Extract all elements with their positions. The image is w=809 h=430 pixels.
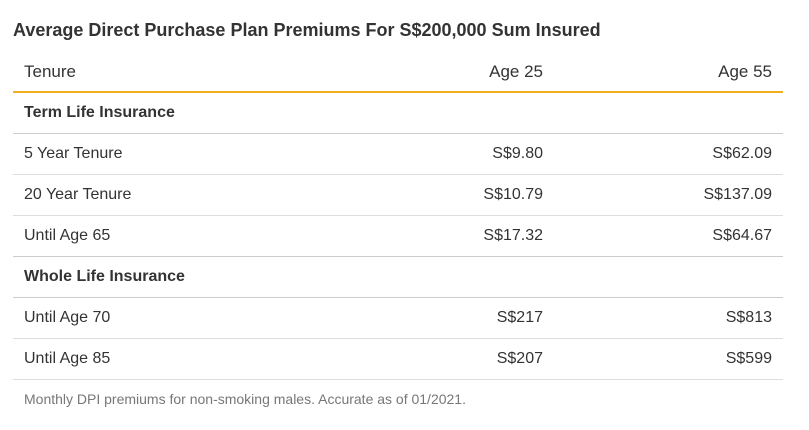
age-55-cell: S$62.09: [712, 145, 772, 162]
tenure-cell: Until Age 70: [24, 309, 111, 326]
age-25-cell: S$207: [496, 350, 543, 367]
age-25-cell: S$9.80: [492, 145, 543, 162]
table-row: Until Age 85 S$207 S$599: [13, 339, 783, 380]
section-row-term-life: Term Life Insurance: [13, 93, 783, 134]
table-row: 20 Year Tenure S$10.79 S$137.09: [13, 175, 783, 216]
column-header-tenure: Tenure: [24, 61, 76, 81]
tenure-cell: 20 Year Tenure: [24, 186, 132, 203]
tenure-cell: Until Age 65: [24, 227, 111, 244]
section-label: Whole Life Insurance: [24, 268, 185, 285]
age-25-cell: S$217: [496, 309, 543, 326]
table-row: Until Age 70 S$217 S$813: [13, 298, 783, 339]
tenure-cell: Until Age 85: [24, 350, 111, 367]
tenure-cell: 5 Year Tenure: [24, 145, 123, 162]
table-row: 5 Year Tenure S$9.80 S$62.09: [13, 134, 783, 175]
page-title: Average Direct Purchase Plan Premiums Fo…: [13, 20, 601, 40]
age-55-cell: S$137.09: [703, 186, 772, 203]
column-header-age-55: Age 55: [718, 61, 772, 81]
age-25-cell: S$17.32: [483, 227, 543, 244]
age-55-cell: S$599: [725, 350, 772, 367]
column-header-age-25: Age 25: [489, 61, 543, 81]
section-label: Term Life Insurance: [24, 104, 175, 121]
age-55-cell: S$64.67: [712, 227, 772, 244]
footnote: Monthly DPI premiums for non-smoking mal…: [24, 391, 466, 407]
age-55-cell: S$813: [725, 309, 772, 326]
age-25-cell: S$10.79: [483, 186, 543, 203]
table-row: Until Age 65 S$17.32 S$64.67: [13, 216, 783, 257]
premiums-table: Tenure Age 25 Age 55 Term Life Insurance…: [13, 52, 783, 380]
section-row-whole-life: Whole Life Insurance: [13, 257, 783, 298]
table-header: Tenure Age 25 Age 55: [13, 52, 783, 93]
